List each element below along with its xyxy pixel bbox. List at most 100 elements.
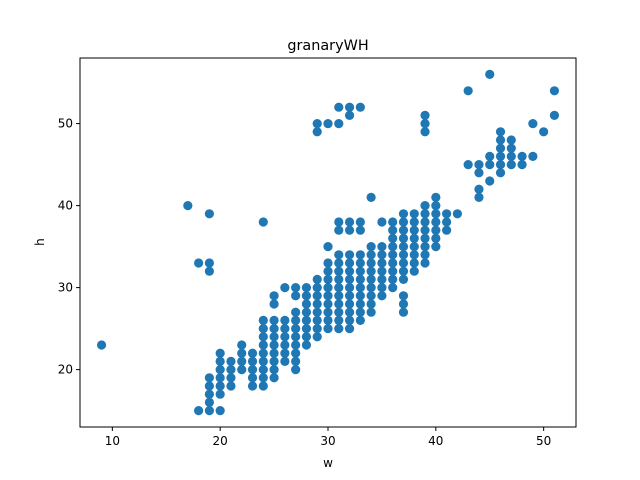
scatter-point [215,356,225,366]
scatter-point [291,324,301,334]
scatter-point [247,381,258,391]
scatter-point [323,119,333,129]
scatter-point [474,184,484,194]
scatter-point [366,274,376,284]
x-tick-label: 50 [536,434,551,448]
scatter-point [388,217,398,227]
scatter-point [420,127,430,137]
scatter-point [237,356,247,366]
scatter-point [409,225,419,235]
scatter-point [442,217,452,227]
scatter-point [280,340,290,350]
scatter-point [420,217,430,227]
scatter-point [344,283,355,293]
scatter-point [258,332,268,342]
scatter-point [377,283,387,293]
scatter-point [323,283,333,293]
scatter-point [344,299,355,309]
scatter-point [420,209,430,219]
scatter-point [312,315,322,325]
scatter-point [431,192,441,202]
scatter-point [334,266,344,276]
scatter-point [420,119,430,129]
scatter-point [280,315,290,325]
scatter-point [280,283,290,293]
scatter-point [247,348,258,358]
y-tick-label: 50 [58,117,73,131]
scatter-point [549,110,560,120]
scatter-point [323,324,333,334]
scatter-point [183,201,193,211]
scatter-point [215,373,225,383]
scatter-point [442,209,452,219]
scatter-point [409,250,419,260]
scatter-point [215,406,225,416]
scatter-point [247,365,258,375]
scatter-point [258,373,268,383]
scatter-point [506,143,516,153]
scatter-point [355,315,365,325]
scatter-point [377,217,387,227]
scatter-point [398,225,409,235]
x-tick-label: 20 [213,434,228,448]
scatter-point [291,283,301,293]
scatter-point [334,102,344,112]
scatter-point [398,258,409,268]
scatter-point [96,340,107,350]
scatter-point [485,151,495,161]
scatter-point [334,283,344,293]
scatter-point [204,209,214,219]
scatter-point [312,307,322,317]
scatter-point [334,315,344,325]
scatter-point [226,381,236,391]
scatter-point [280,324,290,334]
scatter-point [334,324,344,334]
scatter-point [323,266,333,276]
scatter-point [409,217,419,227]
scatter-point [355,266,365,276]
scatter-point [344,291,355,301]
scatter-point [323,258,333,268]
scatter-point [355,225,365,235]
scatter-point [377,258,387,268]
scatter-point [495,151,506,161]
scatter-point [323,315,333,325]
scatter-point [420,258,430,268]
scatter-point [388,233,398,243]
scatter-point [549,86,560,96]
scatter-point [366,192,376,202]
scatter-point [269,356,279,366]
scatter-point [517,151,527,161]
scatter-point [366,291,376,301]
scatter-point [323,291,333,301]
scatter-point [420,242,430,252]
scatter-point [431,201,441,211]
scatter-point [344,258,355,268]
axis-ticks: 10 20 30 40 50 20 30 40 50 [58,117,552,448]
scatter-point [312,274,322,284]
scatter-point [280,348,290,358]
scatter-point [258,217,268,227]
scatter-point [312,299,322,309]
scatter-point [398,291,409,301]
scatter-point [291,365,301,375]
scatter-point [344,225,355,235]
scatter-point [204,406,214,416]
scatter-point [258,348,268,358]
scatter-point [269,299,279,309]
scatter-point [420,110,430,120]
scatter-point [420,201,430,211]
scatter-point [355,299,365,309]
scatter-point [301,283,312,293]
scatter-point [247,356,258,366]
scatter-point [377,250,387,260]
scatter-point [409,233,419,243]
scatter-point [344,324,355,334]
scatter-point [344,102,355,112]
scatter-point [269,373,279,383]
scatter-point [204,389,214,399]
scatter-point [431,217,441,227]
scatter-point [247,373,258,383]
